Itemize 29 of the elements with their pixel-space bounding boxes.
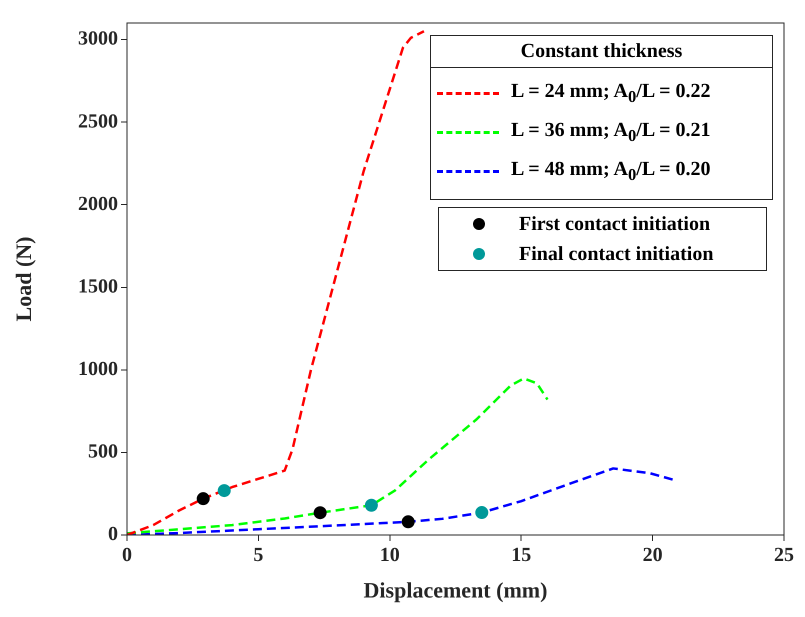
legend-label: L = 48 mm; A$_{0}$/L = 0.20 — [511, 158, 710, 185]
point — [475, 506, 488, 520]
x-tick-label: 25 — [774, 544, 794, 566]
point — [364, 498, 378, 512]
legend-title: Constant thickness — [520, 39, 684, 64]
y-tick-label: 1000 — [78, 358, 118, 380]
line-series — [127, 377, 549, 535]
y-tick-label: 0 — [108, 523, 118, 546]
y-tick-label: 3000 — [78, 28, 118, 50]
point — [196, 492, 210, 506]
y-tick-label: 2500 — [78, 110, 118, 132]
x-tick-label: 15 — [511, 544, 532, 566]
point — [218, 484, 231, 498]
x-tick-label: 20 — [642, 544, 663, 566]
legend-label: Final contact initiation — [519, 242, 714, 266]
y-tick-label: 2000 — [78, 192, 118, 215]
y-tick-label: 1500 — [78, 275, 118, 298]
x-tick-label: 10 — [380, 544, 400, 566]
line-series — [127, 30, 426, 535]
x-axis-title: Displacement (mm) — [364, 577, 548, 602]
legend-label: First contact initiation — [519, 212, 710, 236]
point — [402, 515, 415, 528]
legend-label: L = 36 mm; A$_{0}$/L = 0.21 — [511, 119, 710, 146]
x-tick-label: 0 — [122, 544, 132, 566]
point — [314, 506, 327, 520]
y-tick-label: 500 — [88, 440, 118, 463]
x-tick-label: 5 — [253, 544, 264, 566]
y-axis-title: Load (N) — [10, 236, 36, 322]
legend-label: L = 24 mm; A$_{0}$/L = 0.22 — [511, 80, 710, 107]
